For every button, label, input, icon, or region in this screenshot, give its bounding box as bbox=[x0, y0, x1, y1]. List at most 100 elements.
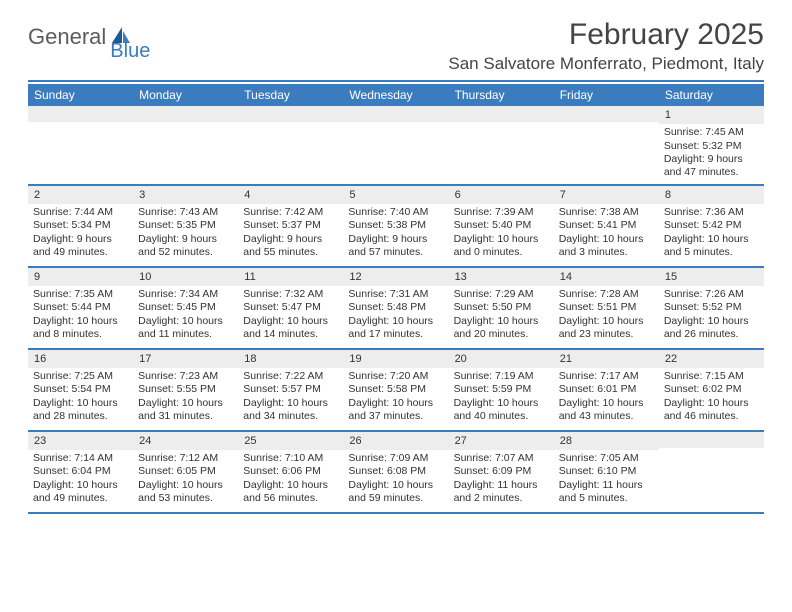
day-number: 25 bbox=[238, 432, 343, 450]
cell-body: Sunrise: 7:35 AMSunset: 5:44 PMDaylight:… bbox=[28, 286, 133, 346]
sunset-text: Sunset: 6:01 PM bbox=[559, 383, 654, 396]
sunrise-text: Sunrise: 7:43 AM bbox=[138, 206, 233, 219]
day-number: 15 bbox=[659, 268, 764, 286]
d1-text: Daylight: 10 hours bbox=[559, 315, 654, 328]
sunset-text: Sunset: 5:45 PM bbox=[138, 301, 233, 314]
calendar-cell: 1Sunrise: 7:45 AMSunset: 5:32 PMDaylight… bbox=[659, 106, 764, 184]
calendar-cell bbox=[449, 106, 554, 184]
sunrise-text: Sunrise: 7:26 AM bbox=[664, 288, 759, 301]
cell-body: Sunrise: 7:45 AMSunset: 5:32 PMDaylight:… bbox=[659, 124, 764, 184]
day-number: 23 bbox=[28, 432, 133, 450]
d1-text: Daylight: 10 hours bbox=[454, 397, 549, 410]
sunset-text: Sunset: 5:34 PM bbox=[33, 219, 128, 232]
day-number bbox=[449, 106, 554, 122]
d1-text: Daylight: 10 hours bbox=[559, 397, 654, 410]
sunset-text: Sunset: 5:55 PM bbox=[138, 383, 233, 396]
d2-text: and 46 minutes. bbox=[664, 410, 759, 423]
cell-body: Sunrise: 7:34 AMSunset: 5:45 PMDaylight:… bbox=[133, 286, 238, 346]
d1-text: Daylight: 10 hours bbox=[243, 315, 338, 328]
calendar-cell: 7Sunrise: 7:38 AMSunset: 5:41 PMDaylight… bbox=[554, 186, 659, 266]
sunrise-text: Sunrise: 7:42 AM bbox=[243, 206, 338, 219]
day-number: 12 bbox=[343, 268, 448, 286]
sunset-text: Sunset: 6:05 PM bbox=[138, 465, 233, 478]
sunrise-text: Sunrise: 7:40 AM bbox=[348, 206, 443, 219]
calendar-cell: 26Sunrise: 7:09 AMSunset: 6:08 PMDayligh… bbox=[343, 432, 448, 512]
day-number: 8 bbox=[659, 186, 764, 204]
day-number: 13 bbox=[449, 268, 554, 286]
calendar-cell: 8Sunrise: 7:36 AMSunset: 5:42 PMDaylight… bbox=[659, 186, 764, 266]
calendar-cell bbox=[133, 106, 238, 184]
sunset-text: Sunset: 6:10 PM bbox=[559, 465, 654, 478]
d1-text: Daylight: 10 hours bbox=[348, 315, 443, 328]
sunset-text: Sunset: 6:08 PM bbox=[348, 465, 443, 478]
weekday-label: Saturday bbox=[659, 84, 764, 106]
d2-text: and 0 minutes. bbox=[454, 246, 549, 259]
day-number bbox=[343, 106, 448, 122]
day-number bbox=[659, 432, 764, 448]
sunrise-text: Sunrise: 7:10 AM bbox=[243, 452, 338, 465]
day-number bbox=[28, 106, 133, 122]
d2-text: and 34 minutes. bbox=[243, 410, 338, 423]
d2-text: and 52 minutes. bbox=[138, 246, 233, 259]
calendar-cell: 9Sunrise: 7:35 AMSunset: 5:44 PMDaylight… bbox=[28, 268, 133, 348]
sunrise-text: Sunrise: 7:29 AM bbox=[454, 288, 549, 301]
day-number: 26 bbox=[343, 432, 448, 450]
calendar-cell: 17Sunrise: 7:23 AMSunset: 5:55 PMDayligh… bbox=[133, 350, 238, 430]
day-number: 4 bbox=[238, 186, 343, 204]
calendar-cell bbox=[554, 106, 659, 184]
calendar-cell: 13Sunrise: 7:29 AMSunset: 5:50 PMDayligh… bbox=[449, 268, 554, 348]
sunrise-text: Sunrise: 7:25 AM bbox=[33, 370, 128, 383]
divider-top bbox=[28, 80, 764, 82]
day-number: 24 bbox=[133, 432, 238, 450]
d2-text: and 28 minutes. bbox=[33, 410, 128, 423]
calendar-cell: 14Sunrise: 7:28 AMSunset: 5:51 PMDayligh… bbox=[554, 268, 659, 348]
cell-body: Sunrise: 7:10 AMSunset: 6:06 PMDaylight:… bbox=[238, 450, 343, 510]
d1-text: Daylight: 10 hours bbox=[243, 479, 338, 492]
sunset-text: Sunset: 6:09 PM bbox=[454, 465, 549, 478]
weekday-label: Wednesday bbox=[343, 84, 448, 106]
sunset-text: Sunset: 5:32 PM bbox=[664, 140, 759, 153]
d2-text: and 59 minutes. bbox=[348, 492, 443, 505]
cell-body: Sunrise: 7:14 AMSunset: 6:04 PMDaylight:… bbox=[28, 450, 133, 510]
cell-body: Sunrise: 7:31 AMSunset: 5:48 PMDaylight:… bbox=[343, 286, 448, 346]
cell-body: Sunrise: 7:12 AMSunset: 6:05 PMDaylight:… bbox=[133, 450, 238, 510]
calendar-cell: 20Sunrise: 7:19 AMSunset: 5:59 PMDayligh… bbox=[449, 350, 554, 430]
day-number: 14 bbox=[554, 268, 659, 286]
cell-body: Sunrise: 7:29 AMSunset: 5:50 PMDaylight:… bbox=[449, 286, 554, 346]
d2-text: and 57 minutes. bbox=[348, 246, 443, 259]
sunrise-text: Sunrise: 7:22 AM bbox=[243, 370, 338, 383]
calendar-cell: 6Sunrise: 7:39 AMSunset: 5:40 PMDaylight… bbox=[449, 186, 554, 266]
day-number: 9 bbox=[28, 268, 133, 286]
calendar-cell: 24Sunrise: 7:12 AMSunset: 6:05 PMDayligh… bbox=[133, 432, 238, 512]
d1-text: Daylight: 10 hours bbox=[348, 397, 443, 410]
cell-body: Sunrise: 7:32 AMSunset: 5:47 PMDaylight:… bbox=[238, 286, 343, 346]
calendar-cell: 11Sunrise: 7:32 AMSunset: 5:47 PMDayligh… bbox=[238, 268, 343, 348]
sunset-text: Sunset: 5:41 PM bbox=[559, 219, 654, 232]
sunrise-text: Sunrise: 7:23 AM bbox=[138, 370, 233, 383]
day-number: 18 bbox=[238, 350, 343, 368]
sunrise-text: Sunrise: 7:15 AM bbox=[664, 370, 759, 383]
d2-text: and 56 minutes. bbox=[243, 492, 338, 505]
calendar-cell: 19Sunrise: 7:20 AMSunset: 5:58 PMDayligh… bbox=[343, 350, 448, 430]
cell-body: Sunrise: 7:43 AMSunset: 5:35 PMDaylight:… bbox=[133, 204, 238, 264]
sunset-text: Sunset: 6:04 PM bbox=[33, 465, 128, 478]
weekday-label: Thursday bbox=[449, 84, 554, 106]
d1-text: Daylight: 11 hours bbox=[559, 479, 654, 492]
day-number: 21 bbox=[554, 350, 659, 368]
calendar-week: 1Sunrise: 7:45 AMSunset: 5:32 PMDaylight… bbox=[28, 106, 764, 186]
sunrise-text: Sunrise: 7:36 AM bbox=[664, 206, 759, 219]
month-title: February 2025 bbox=[448, 18, 764, 52]
day-number: 17 bbox=[133, 350, 238, 368]
sunrise-text: Sunrise: 7:20 AM bbox=[348, 370, 443, 383]
calendar-cell: 4Sunrise: 7:42 AMSunset: 5:37 PMDaylight… bbox=[238, 186, 343, 266]
day-number: 20 bbox=[449, 350, 554, 368]
cell-body: Sunrise: 7:42 AMSunset: 5:37 PMDaylight:… bbox=[238, 204, 343, 264]
logo-text-blue: Blue bbox=[110, 40, 150, 63]
sunrise-text: Sunrise: 7:44 AM bbox=[33, 206, 128, 219]
sunset-text: Sunset: 5:58 PM bbox=[348, 383, 443, 396]
day-number: 22 bbox=[659, 350, 764, 368]
d1-text: Daylight: 10 hours bbox=[138, 315, 233, 328]
d1-text: Daylight: 11 hours bbox=[454, 479, 549, 492]
d1-text: Daylight: 9 hours bbox=[138, 233, 233, 246]
day-number: 6 bbox=[449, 186, 554, 204]
